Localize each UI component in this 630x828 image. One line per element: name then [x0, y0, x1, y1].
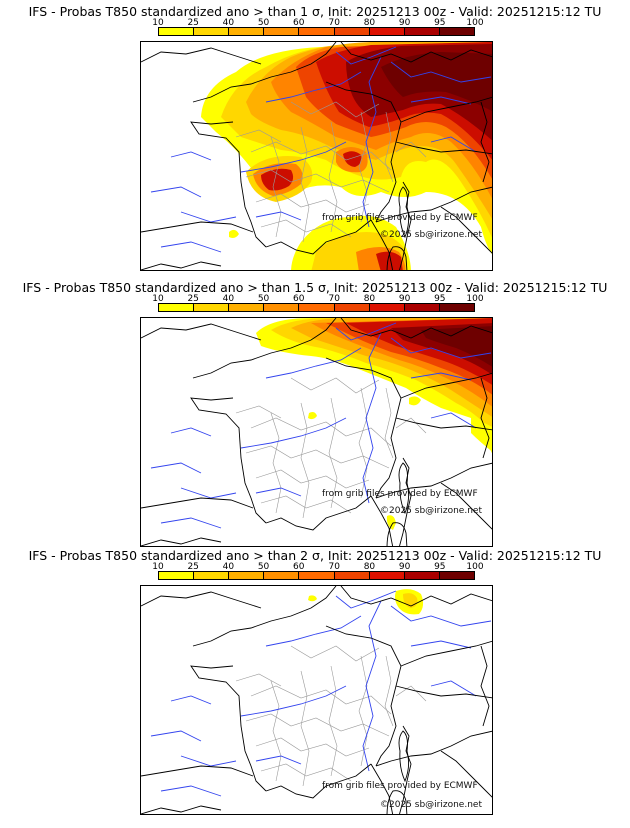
map-title: IFS - Probas T850 standardized ano > tha…: [28, 4, 602, 19]
colorbar-swatch: [439, 28, 474, 35]
colorbar-tick: 10: [152, 18, 164, 28]
colorbar-tick: 70: [328, 294, 340, 304]
colorbar-swatch: [264, 572, 300, 579]
map-panel-2: IFS - Probas T850 standardized ano > tha…: [0, 280, 630, 550]
colorbar-labels: 10 25 40 50 60 70 80 90 95 100: [152, 18, 483, 28]
colorbar-swatch: [159, 572, 195, 579]
colorbar-swatch: [264, 28, 300, 35]
colorbar-tick: 10: [152, 562, 164, 572]
copyright-credit: ©2025 sb@irizone.net: [380, 506, 482, 516]
colorbar-swatch: [369, 572, 405, 579]
colorbar-swatch: [194, 28, 230, 35]
colorbar-tick: 70: [328, 18, 340, 28]
colorbar-tick: 95: [434, 18, 446, 28]
map-panel-3: IFS - Probas T850 standardized ano > tha…: [0, 548, 630, 818]
colorbar-tick: 60: [293, 562, 305, 572]
colorbar-tick: 50: [257, 294, 270, 304]
probability-field: [256, 318, 492, 530]
colorbar-swatch: [229, 572, 265, 579]
colorbar-tick: 40: [222, 18, 235, 28]
colorbar-swatch: [334, 28, 370, 35]
probability-map: [140, 41, 493, 271]
map-canvas: [141, 42, 492, 270]
colorbar-labels: 10 25 40 50 60 70 80 90 95 100: [152, 562, 483, 572]
colorbar-tick: 80: [363, 562, 376, 572]
colorbar-tick: 60: [293, 18, 305, 28]
probability-map: [140, 317, 493, 547]
colorbar-tick: 25: [187, 18, 199, 28]
data-source-credit: from grib files provided by ECMWF: [322, 213, 478, 223]
colorbar-tick: 100: [466, 294, 484, 304]
copyright-credit: ©2025 sb@irizone.net: [380, 800, 482, 810]
colorbar: [158, 571, 475, 580]
colorbar-swatch: [194, 572, 230, 579]
colorbar-tick: 25: [187, 562, 199, 572]
colorbar-labels: 10 25 40 50 60 70 80 90 95 100: [152, 294, 483, 304]
colorbar-swatch: [194, 304, 230, 311]
copyright-credit: ©2025 sb@irizone.net: [380, 230, 482, 240]
colorbar-swatch: [299, 572, 335, 579]
data-source-credit: from grib files provided by ECMWF: [322, 781, 478, 791]
colorbar-tick: 50: [257, 562, 270, 572]
colorbar-tick: 50: [257, 18, 270, 28]
colorbar-tick: 70: [328, 562, 340, 572]
colorbar-tick: 40: [222, 294, 235, 304]
colorbar-tick: 95: [434, 294, 446, 304]
colorbar-swatch: [264, 304, 300, 311]
colorbar-tick: 25: [187, 294, 199, 304]
map-canvas: [141, 318, 492, 546]
colorbar-tick: 10: [152, 294, 164, 304]
colorbar-tick: 80: [363, 294, 376, 304]
colorbar-swatch: [369, 304, 405, 311]
colorbar-swatch: [334, 304, 370, 311]
map-panel-1: IFS - Probas T850 standardized ano > tha…: [0, 4, 630, 274]
colorbar-swatch: [369, 28, 405, 35]
colorbar-tick: 60: [293, 294, 305, 304]
colorbar-swatch: [404, 304, 440, 311]
colorbar-swatch: [404, 572, 440, 579]
colorbar: [158, 27, 475, 36]
colorbar-swatch: [404, 28, 440, 35]
colorbar-tick: 90: [398, 18, 411, 28]
data-source-credit: from grib files provided by ECMWF: [322, 489, 478, 499]
colorbar-swatch: [159, 28, 195, 35]
colorbar-tick: 40: [222, 562, 235, 572]
probability-field: [308, 589, 424, 615]
colorbar-swatch: [229, 28, 265, 35]
colorbar-swatch: [439, 572, 474, 579]
colorbar-swatch: [299, 28, 335, 35]
colorbar-tick: 90: [398, 294, 411, 304]
map-title: IFS - Probas T850 standardized ano > tha…: [28, 548, 602, 563]
colorbar-swatch: [334, 572, 370, 579]
map-canvas: [141, 586, 492, 814]
colorbar-swatch: [159, 304, 195, 311]
colorbar-tick: 80: [363, 18, 376, 28]
probability-map: [140, 585, 493, 815]
map-title: IFS - Probas T850 standardized ano > tha…: [22, 280, 608, 295]
colorbar: [158, 303, 475, 312]
colorbar-swatch: [229, 304, 265, 311]
colorbar-tick: 100: [466, 18, 484, 28]
colorbar-tick: 95: [434, 562, 446, 572]
colorbar-tick: 90: [398, 562, 411, 572]
colorbar-tick: 100: [466, 562, 484, 572]
colorbar-swatch: [299, 304, 335, 311]
colorbar-swatch: [439, 304, 474, 311]
